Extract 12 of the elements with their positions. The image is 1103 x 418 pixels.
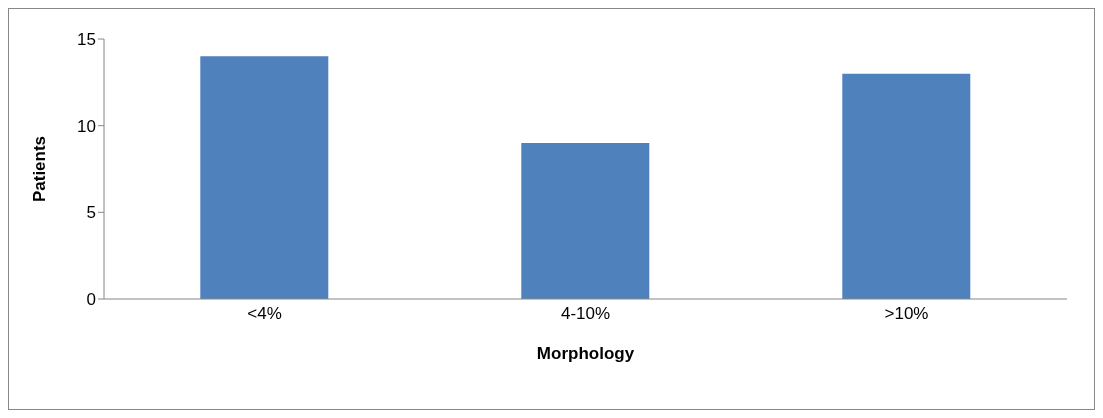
x-tick-label: >10% (884, 304, 929, 324)
y-axis-title: Patients (30, 135, 50, 203)
x-axis-title: Morphology (536, 344, 635, 363)
bar (842, 73, 971, 299)
bar (521, 143, 650, 299)
y-tick-label: 5 (86, 203, 96, 223)
x-tick-label: <4% (247, 304, 282, 324)
y-tick-label: 0 (86, 290, 96, 310)
y-tick-label: 10 (77, 116, 96, 136)
x-tick-label: 4-10% (560, 304, 611, 324)
bar (200, 56, 329, 299)
y-tick-label: 15 (77, 30, 96, 50)
